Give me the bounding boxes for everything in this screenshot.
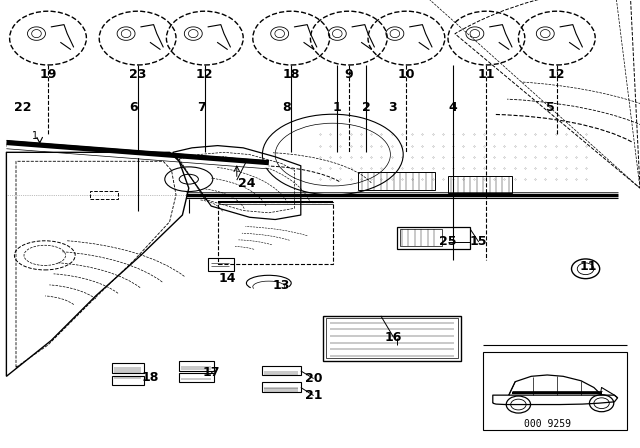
Text: 15: 15 [470,235,488,249]
Text: 000 9259: 000 9259 [524,419,571,429]
Text: 1: 1 [32,131,38,141]
Text: 9: 9 [344,68,353,82]
Text: 13: 13 [273,279,291,292]
Text: 19: 19 [39,68,57,82]
Text: 7: 7 [197,101,206,114]
Text: 11: 11 [580,260,598,273]
Text: 5: 5 [546,101,555,114]
Text: 16: 16 [385,331,403,344]
Text: 23: 23 [129,68,147,82]
Text: 14: 14 [218,272,236,285]
Text: 25: 25 [439,235,457,249]
Text: 20: 20 [305,372,323,385]
Text: 2: 2 [362,101,371,114]
Text: 3: 3 [388,101,397,114]
Text: 11: 11 [477,68,495,82]
Text: 18: 18 [282,68,300,82]
Text: 24: 24 [237,177,255,190]
Text: 22: 22 [13,101,31,114]
Text: 1: 1 [333,101,342,114]
Text: 8: 8 [282,101,291,114]
Text: 21: 21 [305,389,323,402]
Text: 18: 18 [141,370,159,384]
Text: 10: 10 [397,68,415,82]
Text: 17: 17 [202,366,220,379]
Text: 6: 6 [129,101,138,114]
Text: 4: 4 [449,101,458,114]
Text: 12: 12 [196,68,214,82]
Text: 12: 12 [548,68,566,82]
